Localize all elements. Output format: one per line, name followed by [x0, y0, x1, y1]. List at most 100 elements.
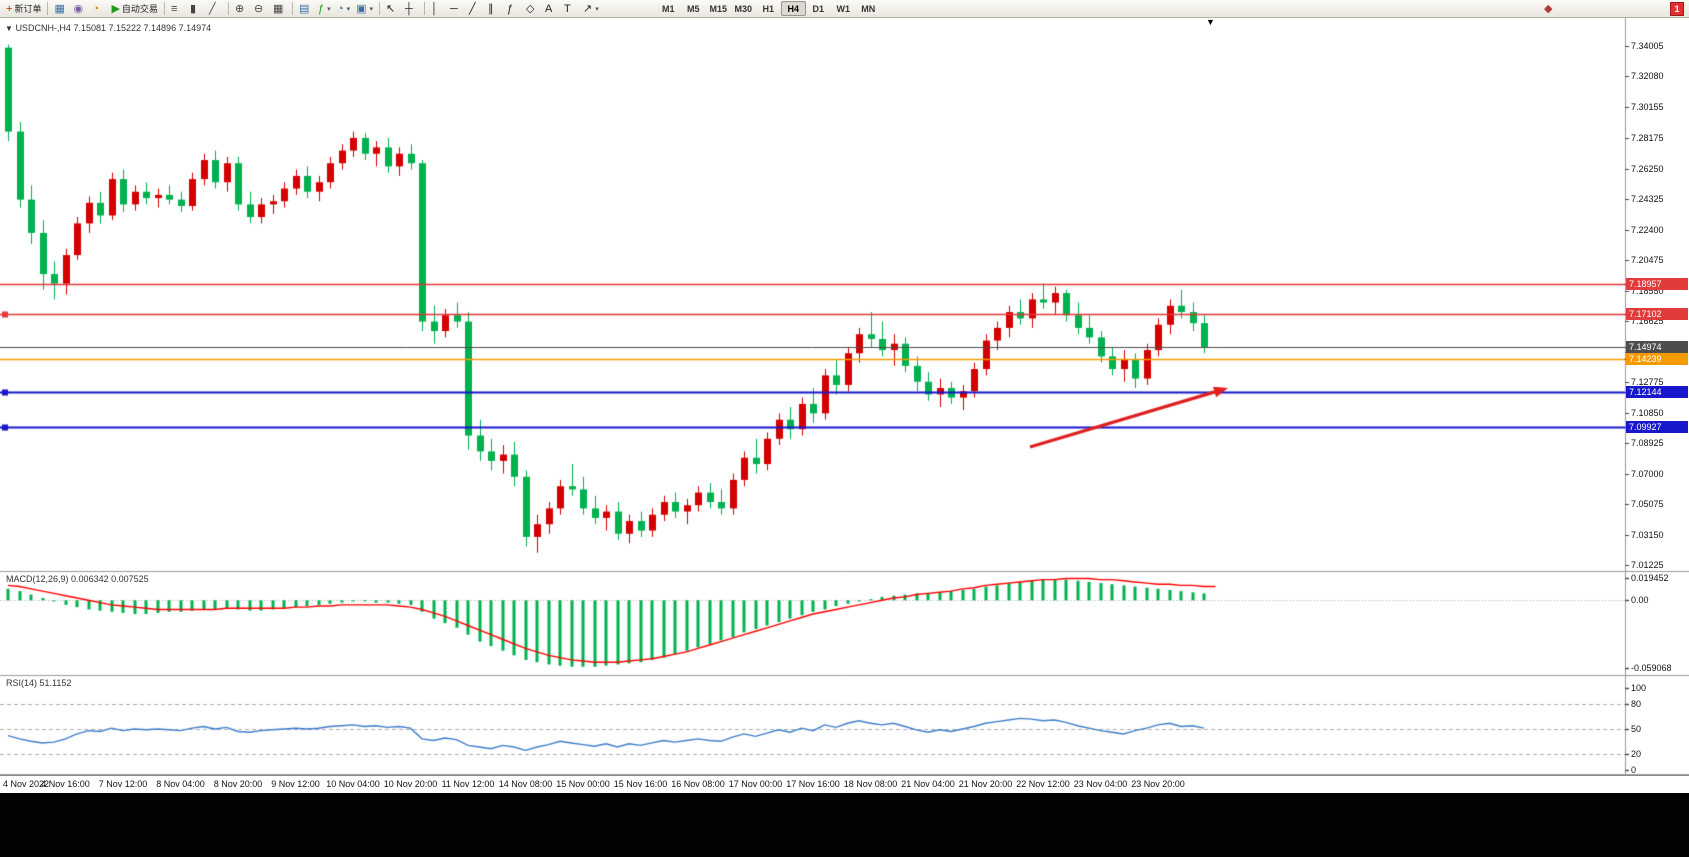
price-tag-7.12144: 7.12144	[1626, 386, 1688, 399]
chart-area: ▼ USDCNH-,H4 7.15081 7.15222 7.14896 7.1…	[0, 17, 1689, 775]
toolbar-separator	[227, 2, 229, 15]
dropdown-caret-icon[interactable]: ▾	[346, 5, 351, 13]
time-axis-label: 10 Nov 20:00	[383, 779, 438, 789]
chart-ohlc-values: 7.15081 7.15222 7.14896 7.14974	[73, 23, 212, 33]
timeframe-mn[interactable]: MN	[856, 1, 881, 16]
price-chart-canvas[interactable]	[0, 18, 1689, 775]
time-axis-label: 18 Nov 08:00	[843, 779, 898, 789]
timeframe-h1[interactable]: H1	[756, 1, 781, 16]
bar-chart-icon[interactable]: ≡	[168, 1, 187, 17]
crosshair-icon[interactable]: ┼	[402, 1, 421, 17]
dropdown-caret-icon[interactable]: ▾	[327, 5, 331, 13]
new-order-icon: +	[6, 2, 13, 15]
candlestick-chart-icon-glyph: ▮	[189, 2, 196, 15]
time-axis-label: 22 Nov 12:00	[1016, 779, 1070, 789]
shapes-icon-glyph: ◇	[526, 2, 535, 15]
time-axis-label: 21 Nov 04:00	[901, 779, 955, 789]
chart-window-icon-glyph: ▦	[54, 2, 65, 15]
time-axis-label: 8 Nov 20:00	[213, 779, 263, 789]
price-scale-label: 7.08925	[1631, 438, 1664, 449]
candlestick-chart-icon[interactable]: ▮	[187, 1, 206, 17]
profiles-icon-glyph: ◉	[73, 2, 84, 15]
timeframe-m1[interactable]: M1	[656, 1, 681, 16]
time-axis-label: 7 Nov 12:00	[98, 779, 148, 789]
alerts-icon[interactable]: ◆	[1541, 1, 1560, 17]
rsi-scale-label: 100	[1631, 683, 1647, 693]
new-order-button[interactable]: + 新订单	[3, 1, 44, 17]
zoom-in-icon[interactable]: ⊕	[232, 1, 251, 17]
arrows-icon[interactable]: ↗ ▾	[580, 1, 602, 17]
timeframe-group: M1 M5 M15 M30 H1 H4 D1 W1 MN	[656, 1, 881, 16]
time-axis[interactable]: 4 Nov 2022 4 Nov 16:00 7 Nov 12:00 8 Nov 04…	[0, 775, 1689, 793]
price-tag-7.14239: 7.14239	[1626, 352, 1688, 365]
time-axis-label: 16 Nov 08:00	[671, 779, 725, 789]
vertical-line-icon[interactable]: │	[428, 1, 447, 17]
price-tag-7.14974: 7.14974	[1626, 341, 1688, 354]
channel-icon[interactable]: ∥	[485, 1, 504, 17]
fibonacci-icon[interactable]: ƒ	[504, 1, 523, 17]
periods-icon[interactable]: ◔ ▾	[334, 1, 353, 17]
collapse-caret-icon[interactable]: ▼	[5, 24, 13, 33]
toolbar-separator	[291, 2, 293, 15]
timeframe-m30[interactable]: M30	[731, 1, 756, 16]
crosshair-icon-glyph: ┼	[405, 2, 413, 15]
line-chart-icon[interactable]: ╱	[206, 1, 225, 17]
channel-icon-glyph: ∥	[488, 2, 494, 15]
timeframe-m15[interactable]: M15	[706, 1, 731, 16]
trendline-icon-glyph: ╱	[469, 2, 476, 15]
macd-indicator-label: MACD(12,26,9) 0.006342 0.007525	[6, 574, 149, 584]
price-scale-label: 7.10850	[1631, 407, 1664, 418]
time-axis-label: 9 Nov 12:00	[271, 779, 320, 789]
price-scale-label: 7.30155	[1631, 101, 1664, 112]
text-icon-glyph: A	[545, 2, 553, 15]
timeframe-m5[interactable]: M5	[681, 1, 706, 16]
autotrading-button[interactable]: ▶ 自动交易	[108, 1, 160, 17]
rsi-scale-label: 50	[1631, 724, 1642, 734]
cursor-icon[interactable]: ↖	[383, 1, 402, 17]
tile-windows-icon-glyph: ▦	[272, 2, 284, 15]
price-scale-label: 7.24325	[1631, 194, 1664, 205]
price-scale-label: 7.34005	[1631, 41, 1664, 51]
time-axis-label: 11 Nov 12:00	[441, 779, 495, 789]
text-label-icon[interactable]: T	[561, 1, 580, 17]
indicators-icon[interactable]: ƒ ▾	[315, 1, 334, 17]
toolbar-separator	[47, 2, 49, 15]
price-scale-label: 7.28175	[1631, 133, 1664, 144]
alerts-clock-icon[interactable]: ◔	[89, 1, 108, 17]
dropdown-caret-icon[interactable]: ▾	[595, 5, 599, 13]
timeframe-h4[interactable]: H4	[780, 1, 806, 16]
trendline-icon[interactable]: ╱	[466, 1, 485, 17]
chart-window-icon[interactable]: ▦	[51, 1, 70, 17]
price-tag-7.18957: 7.18957	[1626, 278, 1688, 291]
time-axis-label: 23 Nov 04:00	[1073, 779, 1128, 789]
text-icon[interactable]: A	[542, 1, 561, 17]
dropdown-caret-icon[interactable]: ▾	[369, 5, 374, 13]
new-order-button-label: 新订单	[14, 4, 42, 14]
templates-icon[interactable]: ▣ ▾	[353, 1, 376, 17]
profiles-icon[interactable]: ◉	[70, 1, 89, 17]
scroll-to-end-icon[interactable]: ▼	[1206, 17, 1215, 27]
zoom-out-icon[interactable]: ⊖	[251, 1, 270, 17]
price-tag-7.09927: 7.09927	[1626, 421, 1688, 434]
macd-scale-label: 0.019452	[1631, 573, 1669, 583]
toolbar: + 新订单 ▦ ◉ ◔ ▶ 自动交易 ≡ ▮ ╱ ⊕ ⊖ ▦ ▤ ƒ ▾ ◔ ▾ ▣ ▾ ↖ ┼ │ ─ ╱ ∥ ƒ ◇ A T ↗ ▾ M1…	[0, 0, 1689, 18]
cursor-icon-glyph: ↖	[386, 2, 396, 15]
shapes-icon[interactable]: ◇	[523, 1, 542, 17]
timeframe-w1[interactable]: W1	[831, 1, 856, 16]
bottom-bar	[0, 793, 1689, 857]
vertical-line-icon-glyph: │	[431, 2, 438, 15]
macd-scale-label: -0.059068	[1631, 663, 1672, 673]
price-scale-label: 7.26250	[1631, 163, 1664, 174]
time-axis-label: 17 Nov 16:00	[786, 779, 840, 789]
timeframe-d1[interactable]: D1	[806, 1, 831, 16]
toolbar-separator	[424, 2, 426, 15]
price-scale-label: 7.20475	[1631, 255, 1664, 266]
chart-title: ▼ USDCNH-,H4 7.15081 7.15222 7.14896 7.1…	[5, 23, 211, 33]
zoom-out-icon-glyph: ⊖	[253, 2, 264, 15]
notification-badge[interactable]: 1	[1670, 1, 1684, 16]
horizontal-line-icon[interactable]: ─	[447, 1, 466, 17]
price-scale-label: 7.22400	[1631, 224, 1664, 235]
tile-windows-icon[interactable]: ▦	[270, 1, 289, 17]
auto-arrange-icon[interactable]: ▤	[296, 1, 315, 17]
